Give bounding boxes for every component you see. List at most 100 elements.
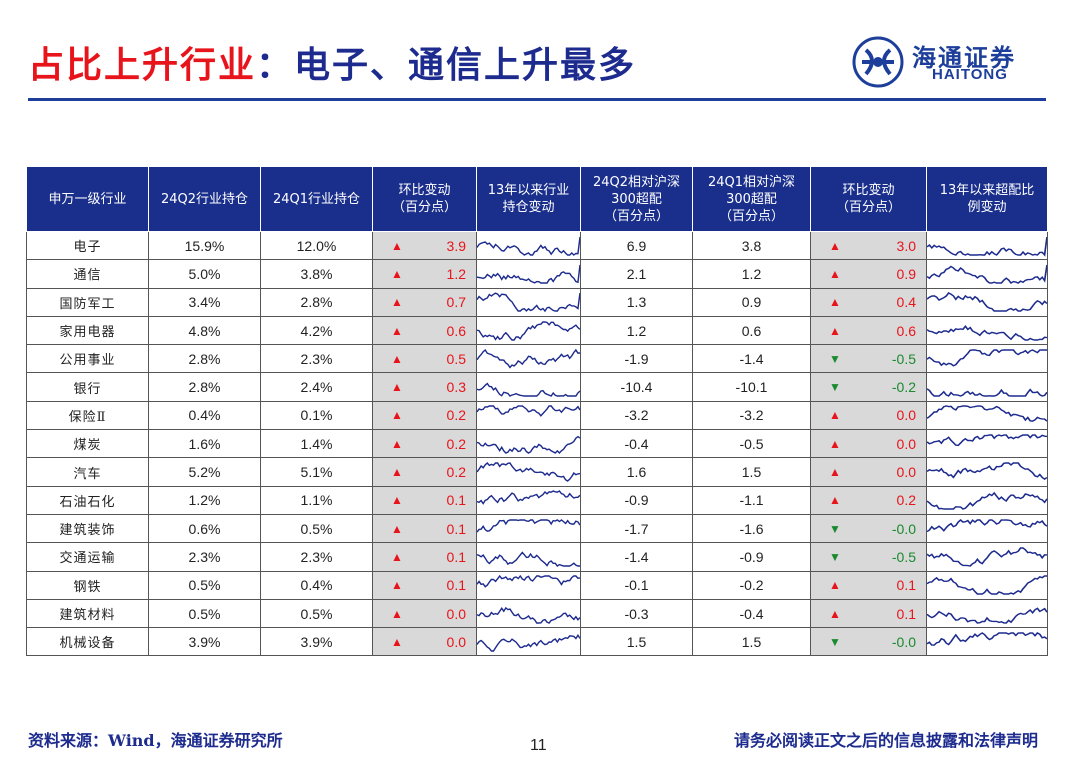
triangle-up-icon: ▲ [829,266,841,281]
logo-english-text: HAITONG [932,66,1008,83]
header-holding-trend-text: 13年以来行业 持仓变动 [487,183,570,215]
triangle-down-icon: ▼ [829,549,841,564]
cell-holding-trend [476,315,581,346]
triangle-up-icon: ▲ [391,436,403,451]
table-row: 钢铁 0.5% 0.4% ▲ 0.1 -0.1 -0.2 ▲ 0.1 [26,570,1048,600]
cell-24q1-holding: 5.1% [260,457,373,487]
cell-industry: 煤炭 [26,429,149,459]
overweight-trend-sparkline [927,433,1047,446]
cell-overweight-change: ▲ 0.0 [810,457,927,487]
triangle-down-icon: ▼ [829,521,841,536]
cell-24q2-overweight: -0.4 [580,429,693,459]
cell-holding-trend [476,542,581,572]
cell-24q2-overweight: 1.2 [580,315,693,346]
header-24q1-overweight: 24Q1相对沪深 300超配 （百分点） [692,166,811,232]
cell-24q2-holding: 3.4% [148,287,261,317]
triangle-up-icon: ▲ [829,295,841,310]
header-holding-change-text: 环比变动 （百分点） [391,183,457,215]
cell-24q1-holding: 0.1% [260,400,373,431]
header-overweight-trend-text: 13年以来超配比 例变动 [939,183,1035,215]
cell-holding-change: ▲ 0.5 [372,344,477,374]
triangle-up-icon: ▲ [391,578,403,593]
header-24q2-overweight-text: 24Q2相对沪深 300超配 （百分点） [592,174,681,224]
cell-overweight-trend [926,542,1048,572]
page-number: 11 [530,737,547,754]
cell-24q2-overweight: 1.3 [580,287,693,317]
cell-industry: 建筑材料 [26,598,149,629]
cell-industry: 机械设备 [26,627,149,657]
cell-24q1-overweight: -1.6 [692,513,811,544]
triangle-up-icon: ▲ [391,606,403,621]
triangle-up-icon: ▲ [829,578,841,593]
cell-holding-change: ▲ 3.9 [372,230,477,261]
holding-trend-sparkline [477,264,580,284]
cell-overweight-trend [926,315,1048,346]
holding-trend-sparkline [477,320,580,341]
holding-trend-sparkline [477,490,580,506]
cell-holding-change: ▲ 0.6 [372,315,477,346]
cell-holding-change: ▲ 0.1 [372,542,477,572]
holding-change-value: 0.7 [446,294,466,311]
cell-holding-trend [476,287,581,317]
triangle-up-icon: ▲ [391,521,403,536]
cell-holding-trend [476,372,581,402]
triangle-up-icon: ▲ [829,606,841,621]
cell-overweight-change: ▲ 0.2 [810,485,927,515]
cell-24q2-overweight: 1.6 [580,457,693,487]
header-overweight-change-text: 环比变动 （百分点） [835,183,901,215]
cell-holding-change: ▲ 0.2 [372,400,477,431]
cell-24q1-overweight: 0.6 [692,315,811,346]
cell-24q2-overweight: -0.1 [580,570,693,600]
cell-overweight-trend [926,570,1048,600]
holding-trend-sparkline [477,292,580,313]
table-row: 公用事业 2.8% 2.3% ▲ 0.5 -1.9 -1.4 ▼ -0.5 [26,344,1048,374]
cell-industry: 银行 [26,372,149,402]
overweight-trend-sparkline [927,575,1047,596]
holding-trend-sparkline [477,462,580,482]
overweight-change-value: -0.5 [891,548,916,565]
cell-24q1-overweight: 1.5 [692,627,811,657]
overweight-change-value: -0.0 [891,633,916,650]
page-title: 占比上升行业：电子、通信上升最多 [28,36,636,88]
cell-overweight-change: ▼ -0.5 [810,542,927,572]
cell-24q2-holding: 5.0% [148,259,261,289]
header-24q1-overweight-text: 24Q1相对沪深 300超配 （百分点） [707,174,796,224]
holding-change-value: 0.0 [446,605,466,622]
cell-holding-trend [476,513,581,544]
cell-24q1-holding: 3.8% [260,259,373,289]
table-row: 电子 15.9% 12.0% ▲ 3.9 6.9 3.8 ▲ 3.0 [26,230,1048,261]
overweight-trend-sparkline [927,518,1047,532]
overweight-trend-sparkline [927,492,1047,511]
cell-holding-change: ▲ 0.2 [372,429,477,459]
overweight-change-value: 0.2 [896,492,916,509]
overweight-trend-sparkline [927,324,1047,341]
cell-holding-change: ▲ 0.1 [372,485,477,515]
triangle-down-icon: ▼ [829,380,841,395]
cell-24q2-holding: 2.8% [148,344,261,374]
holding-change-value: 0.1 [446,492,466,509]
holding-trend-sparkline [477,633,580,652]
triangle-up-icon: ▲ [829,465,841,480]
cell-holding-change: ▲ 0.0 [372,627,477,657]
cell-industry: 家用电器 [26,315,149,346]
triangle-up-icon: ▲ [391,493,403,508]
cell-24q1-holding: 2.3% [260,542,373,572]
cell-industry: 国防军工 [26,287,149,317]
overweight-trend-sparkline [927,349,1047,367]
triangle-up-icon: ▲ [391,380,403,395]
cell-overweight-trend [926,598,1048,629]
overweight-trend-sparkline [927,264,1047,284]
disclaimer: 请务必阅读正文之后的信息披露和法律声明 [733,731,1038,750]
triangle-up-icon: ▲ [391,408,403,423]
triangle-up-icon: ▲ [829,323,841,338]
cell-overweight-trend [926,344,1048,374]
cell-holding-change: ▲ 0.7 [372,287,477,317]
cell-24q2-overweight: -1.9 [580,344,693,374]
table-row: 国防军工 3.4% 2.8% ▲ 0.7 1.3 0.9 ▲ 0.4 [26,287,1048,317]
cell-overweight-trend [926,287,1048,317]
cell-24q1-holding: 1.4% [260,429,373,459]
cell-24q1-overweight: -10.1 [692,372,811,402]
header-24q2-holding: 24Q2行业持仓 [148,166,261,232]
holding-trend-sparkline [477,551,580,567]
table-row: 煤炭 1.6% 1.4% ▲ 0.2 -0.4 -0.5 ▲ 0.0 [26,429,1048,459]
